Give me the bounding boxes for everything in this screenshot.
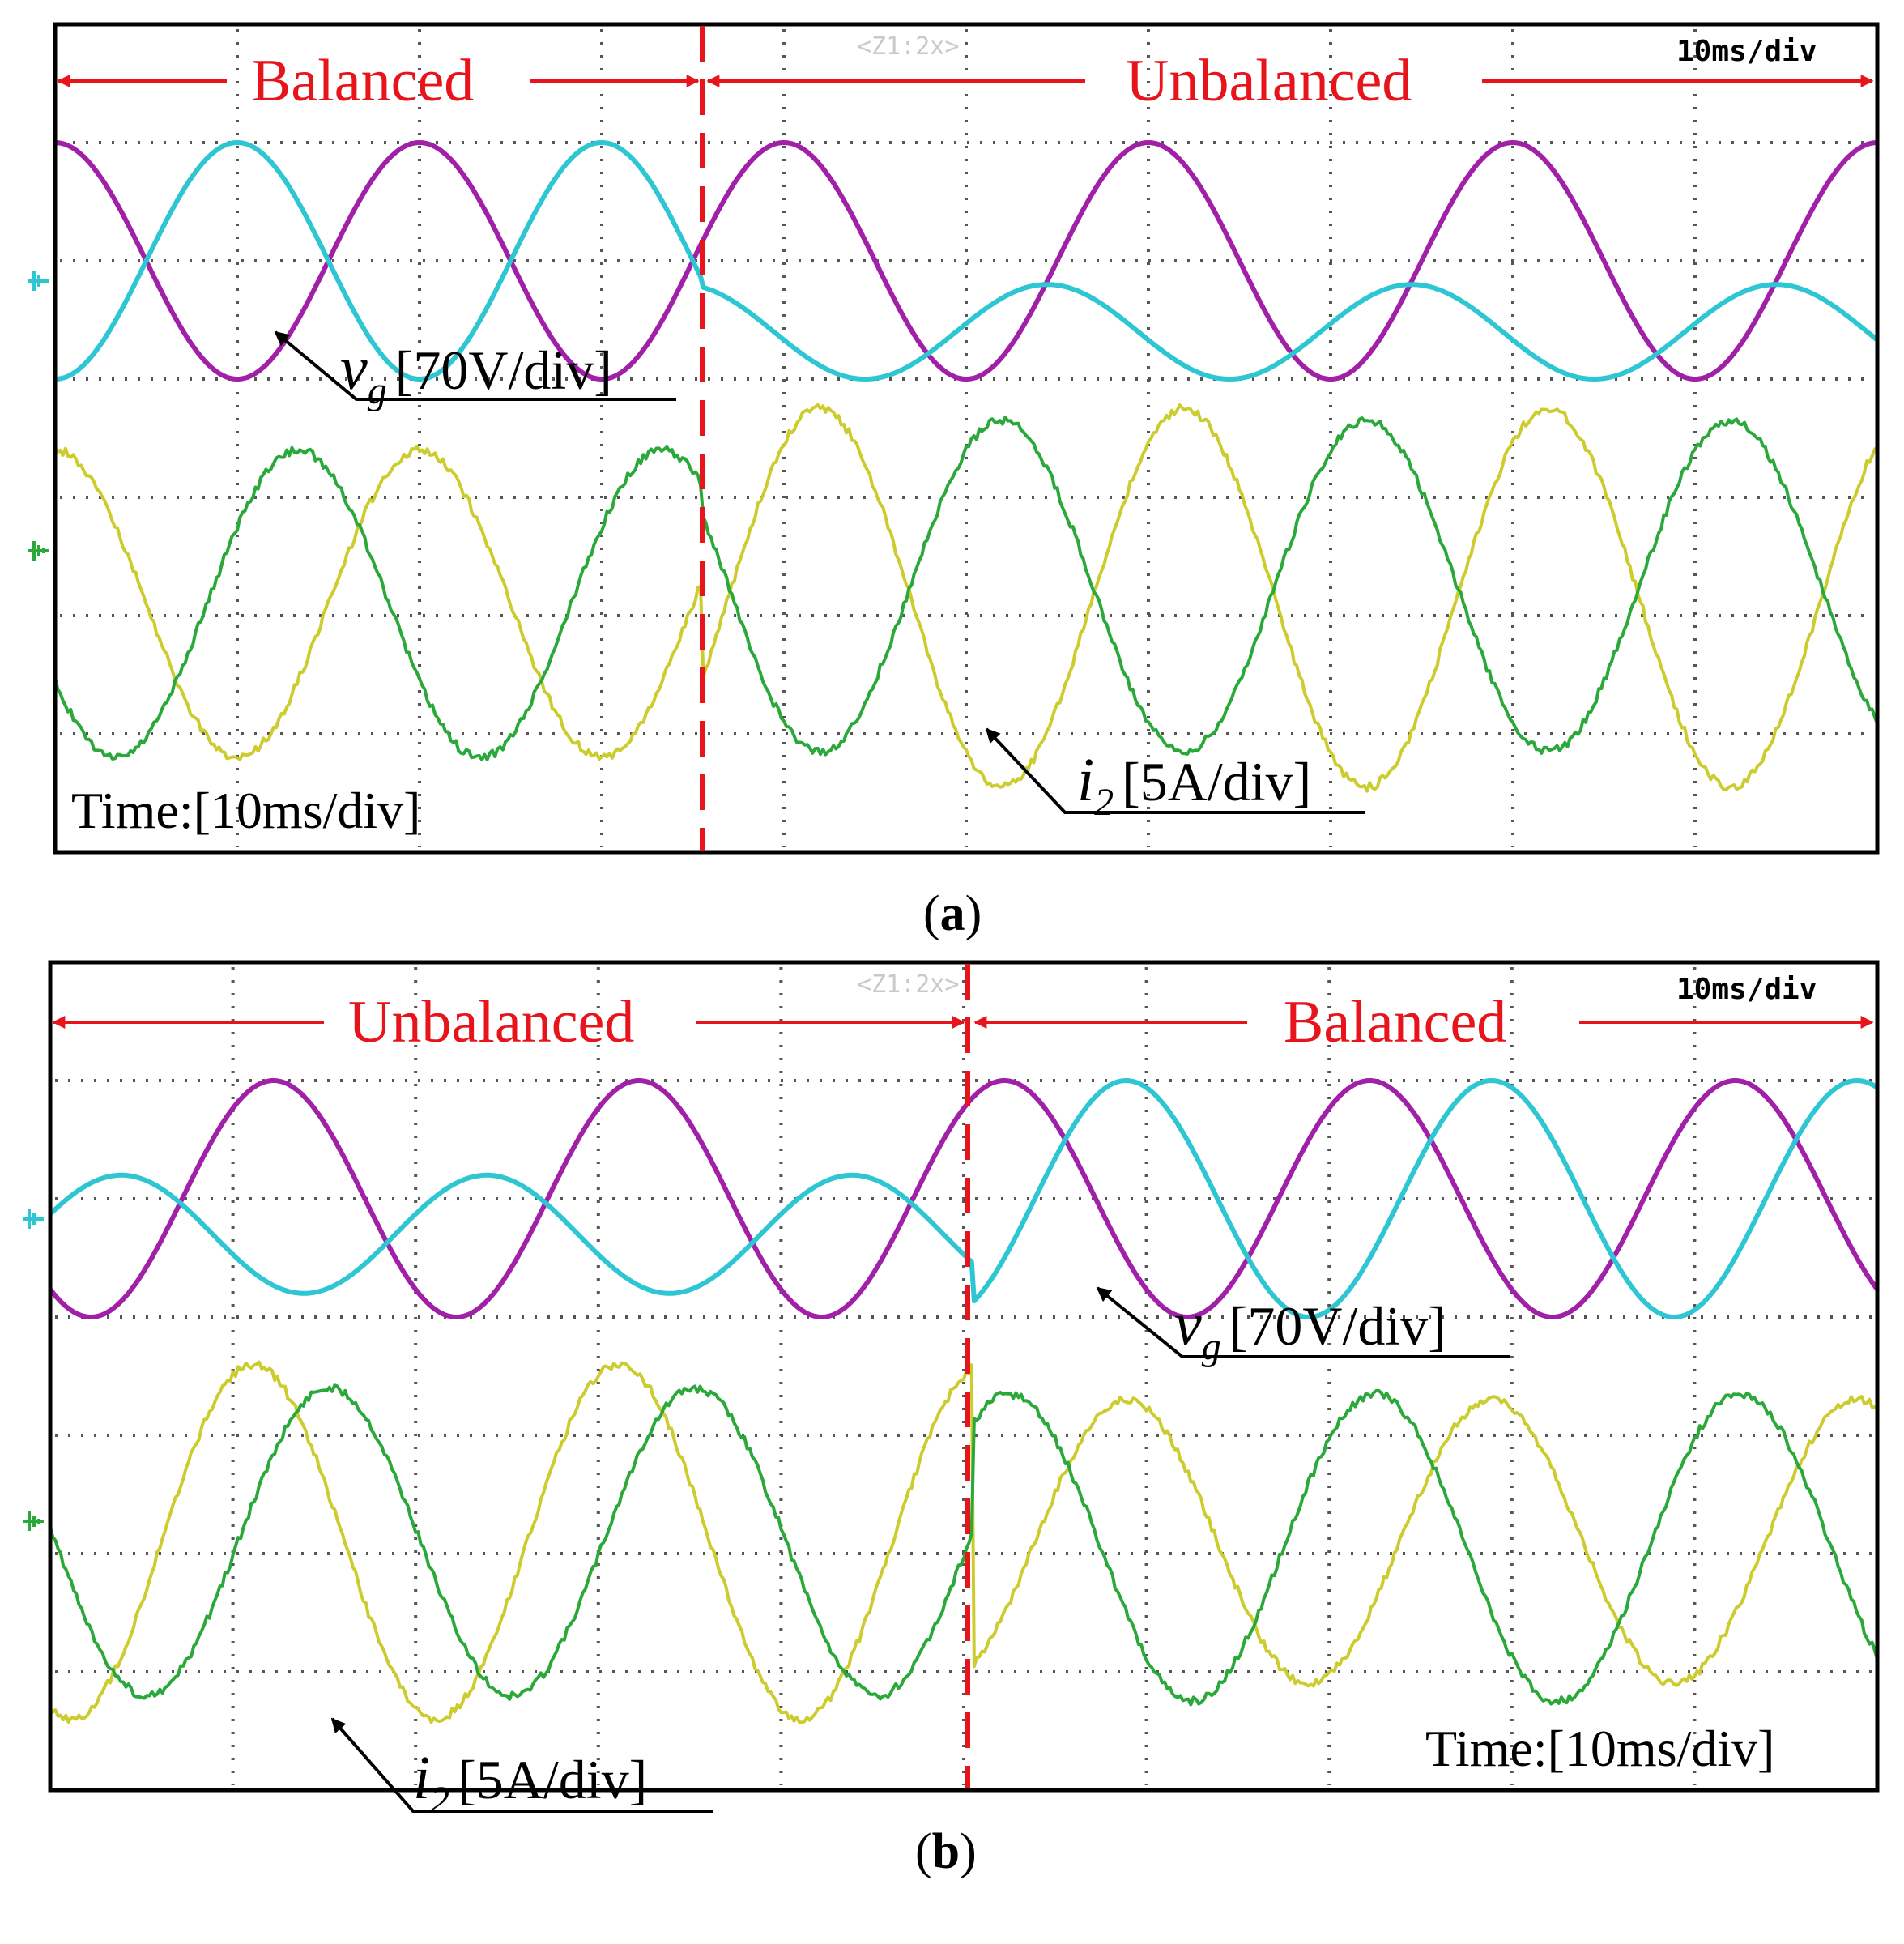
vg-subscript: g: [1202, 1325, 1221, 1368]
waveform-vg-phase-2: [54, 140, 1879, 382]
timebase-readout: 10ms/div: [1676, 35, 1817, 68]
vg-annotation: vg [70V/div]: [1174, 1290, 1446, 1368]
waveform-i2-phase-2: [53, 416, 1879, 761]
timebase-readout: 10ms/div: [1676, 973, 1817, 1006]
region-label-balanced: Balanced: [251, 48, 474, 114]
region-label-balanced: Balanced: [1284, 989, 1506, 1055]
waveform-traces: [28, 140, 1879, 793]
vg-annotation-arrow: [274, 330, 676, 401]
scope-frame: [48, 960, 1880, 1793]
caption-b: (b): [915, 1824, 977, 1879]
scope-grid: [60, 29, 1872, 847]
ground-marker-icon: [23, 1511, 44, 1531]
scope-frame: [53, 22, 1880, 855]
vg-symbol: v: [340, 335, 368, 403]
i2-annotation-arrow: [985, 727, 1365, 814]
time-scale-label: Time:[10ms/div]: [1425, 1720, 1774, 1777]
vg-subscript: g: [368, 369, 387, 412]
waveform-vg-phase-1: [54, 140, 1878, 382]
i2-symbol: i: [413, 1744, 430, 1812]
ground-marker-icon: [23, 1209, 44, 1229]
i2-subscript: 2: [430, 1779, 449, 1822]
waveform-vg-phase-1: [48, 1078, 1880, 1319]
vg-scale: [70V/div]: [1229, 1295, 1446, 1357]
i2-symbol: i: [1077, 746, 1094, 814]
waveform-i2-phase-1: [49, 1360, 1879, 1724]
time-scale-label: Time:[10ms/div]: [71, 782, 420, 839]
i2-scale: [5A/div]: [458, 1749, 647, 1810]
zoom-label: <Z1:2x>: [857, 32, 959, 61]
ground-marker-icon: [28, 271, 49, 291]
i2-annotation: i2 [5A/div]: [413, 1744, 647, 1822]
vg-scale: [70V/div]: [395, 339, 612, 401]
i2-annotation-arrow: [330, 1717, 713, 1813]
i2-scale: [5A/div]: [1122, 751, 1311, 812]
ground-marker-icon: [28, 541, 49, 561]
region-label-unbalanced: Unbalanced: [348, 989, 634, 1055]
waveform-traces: [23, 1078, 1880, 1724]
panel-a: <Z1:2x> 10ms/div Balanced Unbalanced vg[…: [28, 22, 1880, 855]
region-label-unbalanced: Unbalanced: [1126, 48, 1412, 114]
vg-annotation: vg [70V/div]: [340, 335, 612, 412]
waveform-i2-phase-2: [49, 1383, 1879, 1707]
panel-b: <Z1:2x> 10ms/div Unbalanced Balanced vg[…: [23, 960, 1880, 1822]
vg-symbol: v: [1174, 1290, 1202, 1358]
i2-subscript: 2: [1094, 781, 1114, 824]
caption-a: (a): [923, 886, 982, 941]
waveform-vg-phase-2: [48, 1078, 1879, 1319]
zoom-label: <Z1:2x>: [857, 970, 959, 999]
i2-annotation: i2 [5A/div]: [1077, 746, 1311, 824]
vg-annotation-arrow: [1096, 1286, 1510, 1358]
